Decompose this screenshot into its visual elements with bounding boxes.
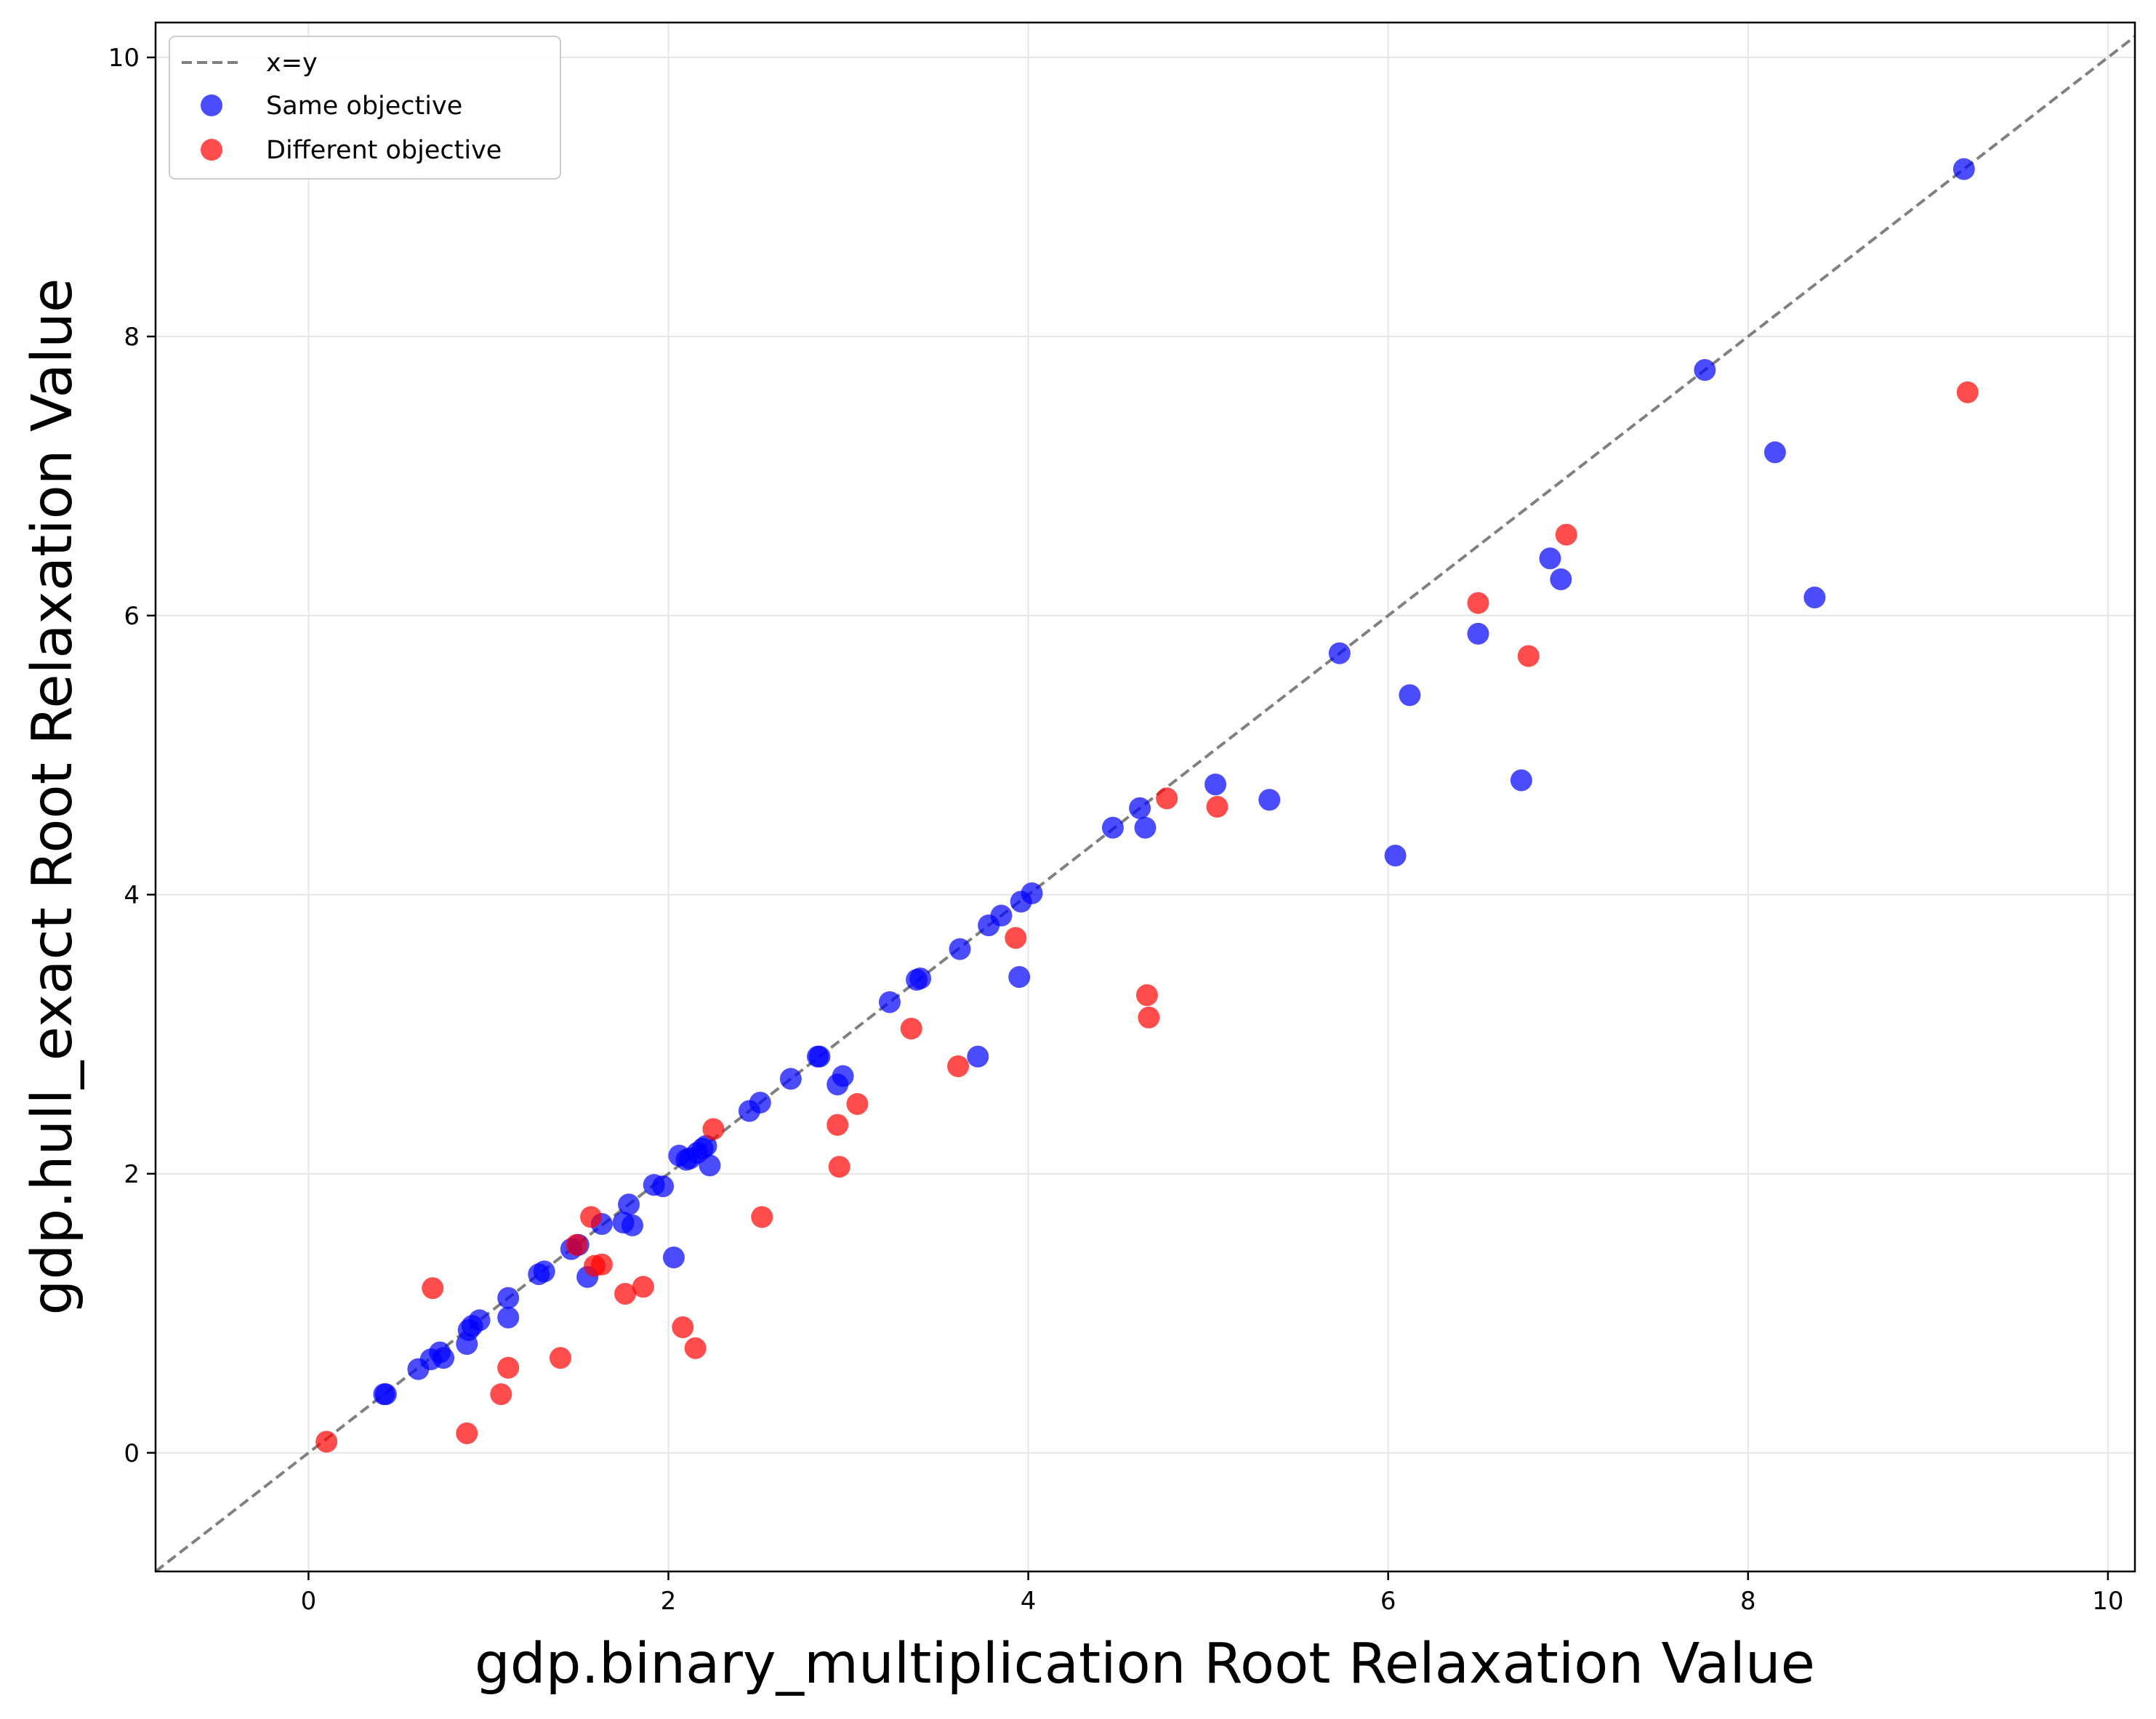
- legend-label-different-objective: Different objective: [266, 136, 502, 165]
- data-point: [808, 1045, 831, 1068]
- data-point: [549, 1347, 571, 1369]
- data-point: [533, 1260, 555, 1283]
- data-point: [374, 1383, 397, 1406]
- legend: x=y Same objective Different objective: [169, 36, 561, 180]
- data-point: [1467, 592, 1489, 614]
- data-point: [749, 1091, 771, 1114]
- legend-frame: [169, 36, 561, 180]
- x-axis-ticks: 0 2 4 6 8 10: [301, 1571, 2124, 1616]
- y-axis-ticks: 0 2 4 6 8 10: [108, 44, 156, 1468]
- x-tick-label: 4: [1021, 1587, 1037, 1616]
- data-point: [1555, 523, 1577, 546]
- data-point: [1204, 773, 1227, 796]
- data-point: [1021, 882, 1043, 904]
- data-point: [580, 1206, 603, 1228]
- plot-frame: [154, 21, 2136, 1573]
- data-point: [699, 1154, 721, 1177]
- data-point: [614, 1282, 637, 1305]
- data-point: [566, 1233, 588, 1256]
- data-point: [662, 1247, 685, 1269]
- data-point: [878, 991, 901, 1013]
- data-point: [1135, 984, 1158, 1007]
- data-point: [433, 1347, 455, 1369]
- x-tick-label: 2: [661, 1587, 677, 1616]
- y-tick-label: 0: [124, 1439, 140, 1468]
- x-tick-label: 8: [1740, 1587, 1756, 1616]
- data-point: [1763, 441, 1786, 464]
- data-point: [1328, 642, 1351, 664]
- data-point: [695, 1135, 717, 1157]
- data-point: [1550, 568, 1572, 591]
- data-point: [949, 938, 971, 960]
- data-point: [990, 904, 1013, 927]
- legend-marker-different-objective: [201, 139, 222, 161]
- y-tick-label: 6: [124, 602, 140, 631]
- data-point: [490, 1383, 512, 1406]
- data-point: [1952, 158, 1975, 180]
- data-point: [456, 1422, 478, 1444]
- data-point: [779, 1068, 802, 1090]
- data-point: [1510, 769, 1532, 792]
- data-point: [832, 1065, 854, 1087]
- x-tick-label: 6: [1380, 1587, 1396, 1616]
- data-point: [1138, 1006, 1160, 1028]
- data-point: [672, 1316, 694, 1339]
- data-point: [422, 1277, 444, 1300]
- data-point: [1803, 586, 1826, 608]
- data-point: [1134, 816, 1157, 839]
- reference-line-x-equals-y: [156, 34, 2135, 1571]
- data-point: [315, 1430, 338, 1453]
- data-point: [909, 967, 932, 990]
- data-point: [1129, 797, 1151, 819]
- y-tick-label: 4: [124, 881, 140, 910]
- data-point: [590, 1253, 613, 1276]
- data-point: [846, 1092, 869, 1115]
- data-point: [632, 1276, 654, 1298]
- data-point: [1539, 547, 1561, 570]
- data-point: [497, 1306, 520, 1329]
- data-point: [1694, 359, 1716, 382]
- data-point: [497, 1287, 520, 1309]
- y-tick-label: 2: [124, 1160, 140, 1189]
- data-point: [1399, 684, 1421, 706]
- data-point: [947, 1055, 970, 1078]
- data-point: [618, 1193, 640, 1216]
- data-point: [1005, 927, 1027, 949]
- data-point: [684, 1337, 707, 1359]
- legend-label-reference: x=y: [266, 49, 318, 78]
- data-point: [1156, 787, 1178, 810]
- data-point: [1258, 789, 1281, 811]
- data-point: [1101, 816, 1124, 839]
- legend-label-same-objective: Same objective: [266, 92, 462, 121]
- series-different-objective: [315, 381, 1979, 1453]
- data-point: [826, 1114, 849, 1136]
- data-point: [652, 1175, 675, 1198]
- data-point: [1467, 622, 1489, 645]
- data-point: [497, 1356, 520, 1379]
- series-layer: [315, 158, 1979, 1453]
- legend-marker-same-objective: [201, 94, 222, 116]
- data-point: [1517, 645, 1540, 667]
- data-point: [967, 1045, 989, 1068]
- data-point: [1384, 845, 1407, 867]
- data-point: [1956, 381, 1979, 403]
- data-point: [621, 1214, 643, 1236]
- reference-line-layer: [156, 34, 2135, 1571]
- x-axis-label: gdp.binary_multiplication Root Relaxatio…: [475, 1632, 1815, 1696]
- data-point: [702, 1118, 725, 1140]
- data-point: [1206, 795, 1228, 818]
- x-tick-label: 0: [301, 1587, 317, 1616]
- data-point: [751, 1206, 773, 1228]
- data-point: [900, 1018, 922, 1040]
- y-axis-label: gdp.hull_exact Root Relaxation Value: [20, 278, 85, 1316]
- data-point: [468, 1309, 491, 1332]
- data-point: [828, 1156, 850, 1178]
- data-point: [1008, 966, 1031, 989]
- y-tick-label: 10: [108, 44, 140, 73]
- x-tick-label: 10: [2092, 1587, 2123, 1616]
- y-tick-label: 8: [124, 323, 140, 352]
